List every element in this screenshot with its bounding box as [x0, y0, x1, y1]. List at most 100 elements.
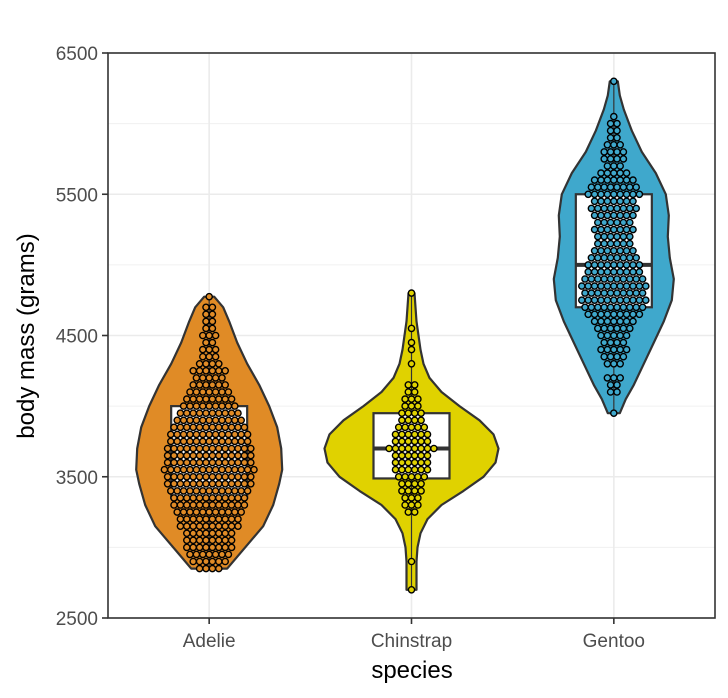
data-point — [629, 261, 637, 269]
data-point — [195, 444, 204, 453]
data-point — [404, 430, 413, 439]
data-point — [211, 374, 220, 382]
data-point — [208, 395, 217, 403]
data-point — [179, 430, 188, 439]
data-point — [610, 77, 618, 86]
data-point — [173, 437, 181, 446]
data-point — [176, 501, 185, 509]
data-point — [179, 402, 188, 410]
data-point — [584, 268, 593, 276]
data-point — [195, 522, 204, 531]
data-point — [182, 522, 191, 531]
data-point — [613, 303, 621, 312]
data-point — [616, 345, 625, 354]
data-point — [613, 352, 621, 361]
data-point — [626, 253, 634, 262]
data-point — [600, 183, 609, 191]
data-point — [610, 282, 618, 290]
data-point — [227, 515, 236, 523]
data-point — [597, 246, 605, 255]
data-point — [638, 289, 647, 297]
data-point — [240, 451, 249, 460]
data-point — [590, 211, 599, 220]
data-point — [250, 465, 258, 474]
data-point — [414, 402, 422, 410]
data-point — [407, 472, 416, 481]
data-point — [622, 345, 631, 354]
data-point — [610, 317, 618, 326]
data-point — [198, 345, 207, 354]
data-point — [613, 204, 621, 213]
data-point — [410, 458, 419, 467]
data-point — [224, 465, 233, 474]
data-point — [214, 444, 223, 453]
data-point — [410, 416, 419, 425]
data-point — [189, 494, 197, 502]
data-point — [208, 409, 217, 418]
data-point — [404, 409, 413, 418]
data-point — [600, 338, 609, 347]
data-point — [606, 352, 615, 361]
data-point — [584, 296, 593, 305]
data-point — [613, 289, 621, 297]
data-point — [587, 204, 596, 213]
data-point — [160, 465, 169, 474]
data-point — [610, 169, 618, 177]
data-point — [230, 430, 239, 439]
data-point — [632, 275, 641, 283]
data-point — [606, 148, 615, 156]
data-point — [423, 437, 432, 446]
data-point — [404, 465, 413, 474]
data-point — [594, 324, 602, 333]
data-point — [205, 430, 213, 439]
data-point — [227, 451, 236, 460]
data-point — [622, 268, 631, 276]
data-point — [398, 479, 406, 488]
data-point — [410, 479, 419, 488]
data-point — [610, 162, 618, 170]
data-point — [642, 282, 650, 290]
data-point — [401, 395, 409, 403]
data-point — [626, 204, 634, 213]
data-point — [398, 444, 406, 453]
data-point — [600, 218, 609, 227]
data-point — [198, 352, 207, 361]
data-point — [195, 423, 204, 432]
data-point — [594, 218, 602, 227]
data-point — [189, 458, 197, 467]
data-point — [195, 472, 204, 481]
data-point — [211, 437, 220, 446]
data-point — [198, 508, 207, 516]
data-point — [404, 444, 413, 453]
data-point — [587, 303, 596, 312]
data-point — [613, 239, 621, 248]
data-point — [192, 374, 201, 382]
data-point — [214, 423, 223, 432]
data-point — [410, 437, 419, 446]
data-point — [198, 430, 207, 439]
data-point — [590, 296, 599, 305]
data-point — [417, 465, 425, 474]
data-point — [211, 331, 220, 340]
data-point — [616, 176, 625, 184]
data-point — [584, 310, 593, 319]
data-point — [603, 211, 612, 220]
data-point — [417, 437, 425, 446]
data-point — [401, 494, 409, 502]
data-point — [186, 487, 194, 495]
data-point — [186, 388, 194, 396]
data-point — [214, 557, 223, 566]
data-point — [606, 155, 615, 163]
data-point — [594, 275, 602, 283]
data-point — [214, 501, 223, 509]
data-point — [205, 374, 213, 382]
data-point — [401, 423, 409, 432]
data-point — [610, 112, 618, 121]
data-point — [616, 162, 625, 170]
data-point — [179, 508, 188, 516]
data-point — [423, 465, 432, 474]
data-point — [202, 444, 210, 453]
data-point — [227, 479, 236, 488]
data-point — [208, 303, 217, 312]
data-point — [202, 501, 210, 509]
